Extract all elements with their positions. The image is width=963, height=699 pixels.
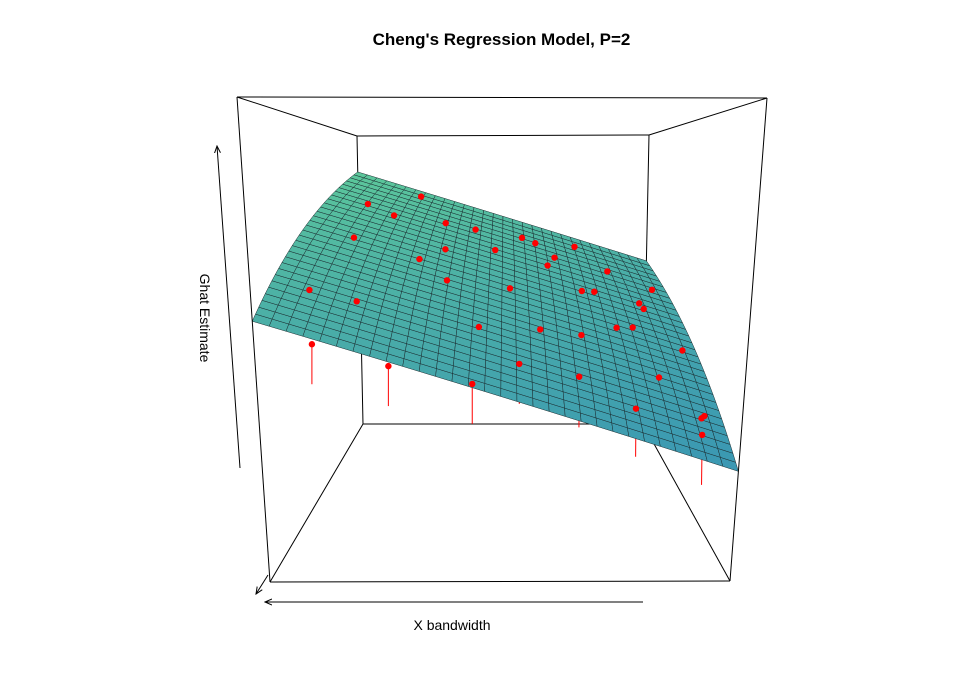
box-edge bbox=[269, 580, 731, 583]
data-point bbox=[613, 324, 620, 331]
data-point bbox=[635, 300, 643, 307]
data-point bbox=[353, 298, 360, 305]
box-edge bbox=[648, 97, 768, 136]
data-point bbox=[416, 255, 423, 263]
data-point bbox=[442, 219, 449, 227]
data-point bbox=[417, 193, 425, 200]
data-point bbox=[475, 323, 483, 331]
data-point bbox=[442, 246, 449, 253]
box-edge bbox=[236, 96, 271, 583]
axis-arrows bbox=[217, 146, 643, 602]
data-point bbox=[648, 286, 656, 294]
box-edge bbox=[269, 423, 364, 583]
data-point bbox=[544, 262, 551, 269]
data-point bbox=[492, 246, 499, 254]
data-point bbox=[679, 347, 686, 354]
chart-title: Cheng's Regression Model, P=2 bbox=[372, 30, 631, 49]
data-point bbox=[578, 287, 586, 295]
data-point bbox=[532, 240, 539, 247]
data-point bbox=[306, 286, 313, 294]
data-point bbox=[571, 243, 578, 251]
data-point bbox=[443, 277, 451, 284]
data-point bbox=[469, 380, 476, 388]
data-point bbox=[576, 373, 583, 380]
z-axis-arrow bbox=[217, 146, 241, 469]
regression-surface bbox=[251, 171, 739, 472]
data-point bbox=[629, 324, 636, 331]
data-point bbox=[698, 431, 706, 439]
box-edge bbox=[729, 97, 768, 582]
box-edge bbox=[642, 423, 731, 582]
box-edge bbox=[356, 134, 650, 137]
y-axis-arrow bbox=[256, 574, 269, 594]
data-point bbox=[472, 226, 479, 233]
box-edge bbox=[236, 96, 768, 99]
data-point bbox=[632, 405, 640, 412]
data-point bbox=[364, 200, 372, 208]
plot-box-front bbox=[236, 96, 768, 583]
data-point bbox=[578, 331, 585, 339]
data-point bbox=[591, 288, 598, 295]
data-point bbox=[506, 285, 514, 292]
data-point bbox=[516, 360, 523, 368]
data-points bbox=[306, 193, 708, 439]
data-point bbox=[551, 254, 558, 261]
data-point bbox=[701, 412, 708, 420]
data-point bbox=[655, 374, 663, 381]
data-point bbox=[518, 234, 526, 242]
surface-cell bbox=[636, 257, 651, 267]
data-point bbox=[537, 326, 544, 333]
data-point bbox=[604, 268, 611, 275]
box-edge bbox=[236, 96, 358, 137]
data-point bbox=[308, 341, 316, 348]
data-point bbox=[385, 362, 392, 370]
data-point bbox=[390, 212, 398, 219]
data-point bbox=[640, 305, 647, 313]
z-axis-label: Ghat Estimate bbox=[197, 273, 213, 363]
data-point bbox=[350, 234, 358, 241]
